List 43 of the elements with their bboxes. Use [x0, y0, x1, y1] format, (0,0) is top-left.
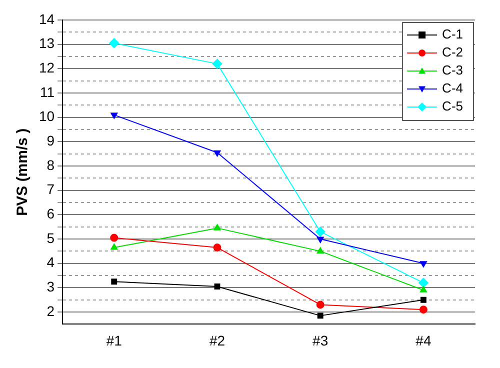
x-tick-label: #2	[209, 332, 226, 348]
legend-label: C-3	[442, 62, 464, 78]
point	[315, 226, 326, 237]
y-tick-label: 10	[38, 108, 55, 124]
point	[110, 112, 118, 119]
point	[420, 296, 426, 303]
legend-label: C-4	[442, 80, 464, 96]
y-tick-label: 6	[46, 206, 55, 222]
point	[213, 244, 222, 252]
point	[111, 278, 118, 285]
legend-label: C-5	[442, 98, 464, 114]
y-tick-label: 3	[46, 278, 55, 295]
x-tick-label: #4	[416, 332, 432, 348]
legend-label: C-2	[442, 44, 464, 60]
point	[420, 286, 427, 292]
y-tick-label: 14	[38, 10, 55, 27]
point	[418, 278, 428, 288]
point	[419, 306, 428, 314]
point	[316, 247, 324, 254]
point	[214, 150, 221, 157]
y-tick-label: 4	[46, 254, 55, 270]
point	[316, 236, 324, 244]
point	[317, 312, 324, 319]
point	[214, 224, 221, 230]
point	[110, 244, 118, 250]
x-tick-label: #1	[106, 332, 122, 348]
point	[420, 261, 427, 268]
legend-label: C-1	[442, 26, 464, 42]
y-tick-label: 5	[46, 230, 55, 246]
y-tick-label: 11	[40, 84, 55, 100]
x-tick-label: #3	[312, 332, 328, 348]
y-axis-title: PVS (mm/s )	[14, 128, 32, 216]
y-tick-label: 13	[38, 35, 55, 52]
point	[316, 300, 324, 309]
y-tick-label: 12	[38, 60, 55, 76]
y-tick-label: 2	[46, 302, 55, 319]
point	[212, 58, 222, 69]
point	[214, 284, 220, 290]
point	[109, 38, 120, 48]
point	[110, 234, 118, 242]
y-tick-label: 9	[46, 132, 55, 149]
y-tick-label: 8	[46, 156, 55, 173]
y-tick-label: 7	[46, 181, 55, 198]
